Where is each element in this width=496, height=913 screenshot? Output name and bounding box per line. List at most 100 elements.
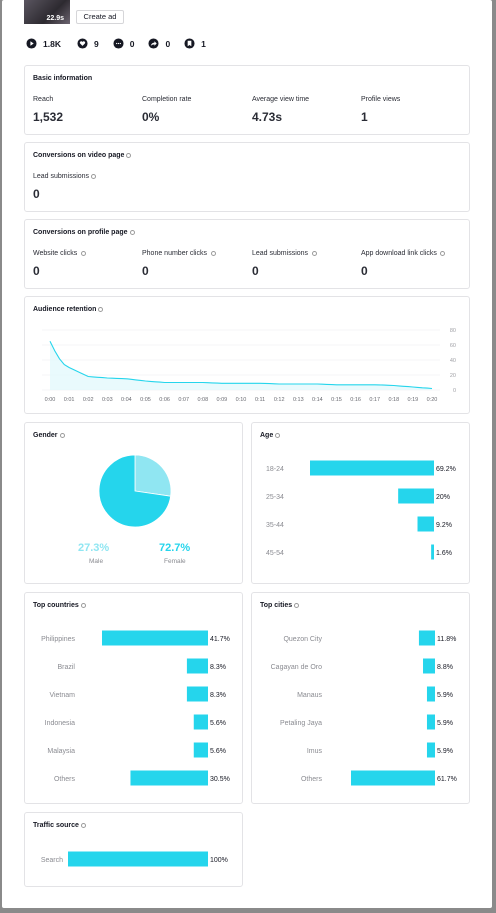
bar[interactable]	[417, 516, 434, 532]
bar-value-label: 5.9%	[437, 720, 453, 727]
bar[interactable]	[130, 770, 208, 786]
bar[interactable]	[426, 714, 435, 730]
metric-label: Lead submissions	[252, 250, 318, 257]
info-icon[interactable]	[80, 823, 86, 828]
saves-count: 1	[201, 38, 206, 49]
views-stat: 1.8K	[26, 38, 61, 49]
card-title: Top cities	[260, 602, 300, 609]
x-tick-label: 0:01	[64, 397, 75, 403]
bar[interactable]	[102, 630, 208, 646]
pie-slice-male[interactable]	[134, 454, 172, 497]
bar-value-label: 61.7%	[437, 776, 457, 783]
bar-category-label: Others	[54, 776, 76, 783]
x-tick-label: 0:03	[102, 397, 113, 403]
profile-views-metric: Profile views 1	[361, 96, 400, 124]
info-icon[interactable]	[80, 603, 86, 608]
info-icon[interactable]	[210, 251, 216, 256]
bar-value-label: 100%	[210, 857, 228, 864]
info-icon[interactable]	[59, 433, 65, 438]
average-view-time-metric: Average view time 4.73s	[252, 96, 309, 124]
male-percent: 27.3%	[78, 542, 110, 554]
info-icon[interactable]	[275, 433, 281, 438]
create-ad-button[interactable]: Create ad	[76, 10, 124, 24]
views-count: 1.8K	[43, 38, 61, 49]
y-tick-label: 40	[450, 358, 456, 364]
bar[interactable]	[186, 686, 208, 702]
bar-value-label: 5.6%	[210, 720, 226, 727]
bar-value-label: 41.7%	[210, 636, 230, 643]
info-icon[interactable]	[81, 251, 87, 256]
bar[interactable]	[68, 851, 208, 867]
x-tick-label: 0:13	[293, 397, 304, 403]
bar[interactable]	[193, 714, 208, 730]
card-title: Conversions on video page	[33, 152, 132, 159]
engagement-stats: 1.8K 9 0 0 1	[26, 38, 220, 49]
info-icon[interactable]	[312, 251, 318, 256]
metric-value: 0%	[142, 110, 160, 124]
metric-label: Reach	[33, 96, 54, 103]
female-label: Female	[164, 558, 186, 565]
audience-retention-card: Audience retention 0 20 40 60 80 0:00 0:01 0:02…	[24, 296, 470, 414]
bar-category-label: Petaling Jaya	[280, 720, 322, 727]
bar[interactable]	[423, 658, 435, 674]
age-card: Age 18-24 69.2% 25-34 20% 35-44 9.2% 45-54 1.6%	[251, 422, 470, 584]
top-countries-card: Top countries Philippines 41.7% Brazil 8.3%…	[24, 592, 243, 804]
bar-value-label: 69.2%	[436, 466, 456, 473]
likes-stat: 9	[77, 38, 99, 49]
bar-value-label: 1.6%	[436, 550, 452, 557]
metric-label: Completion rate	[142, 96, 192, 103]
bar[interactable]	[193, 742, 208, 758]
bar-category-label: Philippines	[41, 636, 75, 643]
app-download-clicks-metric: App download link clicks 0	[361, 250, 445, 278]
bar-category-label: Cagayan de Oro	[271, 664, 322, 671]
pie-slice-female[interactable]	[98, 454, 172, 528]
metric-label: App download link clicks	[361, 250, 445, 257]
bar-category-label: Brazil	[57, 664, 75, 671]
info-icon[interactable]	[439, 251, 445, 256]
bar-value-label: 8.3%	[210, 664, 226, 671]
completion-rate-metric: Completion rate 0%	[142, 96, 191, 124]
metric-value: 0	[252, 264, 259, 278]
x-tick-label: 0:08	[197, 397, 208, 403]
bar[interactable]	[186, 658, 208, 674]
bar-value-label: 5.9%	[437, 748, 453, 755]
bar[interactable]	[426, 686, 435, 702]
bar[interactable]	[418, 630, 435, 646]
profile-conversions-card: Conversions on profile page Website clic…	[24, 219, 470, 289]
bar[interactable]	[351, 770, 435, 786]
bar-category-label: 45-54	[266, 550, 284, 557]
info-icon[interactable]	[98, 307, 104, 312]
reach-metric: Reach 1,532	[33, 96, 63, 124]
info-icon[interactable]	[91, 174, 97, 179]
bar-value-label: 9.2%	[436, 522, 452, 529]
traffic-source-card: Traffic source Search 100%	[24, 812, 243, 887]
metric-label: Phone number clicks	[142, 250, 216, 257]
bar[interactable]	[310, 460, 434, 476]
bar[interactable]	[426, 742, 435, 758]
video-thumbnail[interactable]: 22.9s	[24, 0, 70, 24]
bar-value-label: 20%	[436, 494, 450, 501]
x-tick-label: 0:09	[217, 397, 228, 403]
retention-line	[49, 341, 433, 390]
bar-category-label: Vietnam	[49, 692, 75, 699]
x-tick-label: 0:17	[369, 397, 380, 403]
info-icon[interactable]	[294, 603, 300, 608]
bar[interactable]	[431, 544, 434, 560]
lead-submissions-metric: Lead submissions 0	[33, 173, 97, 201]
top-countries-chart: Philippines 41.7% Brazil 8.3% Vietnam 8.3% Ind…	[41, 630, 230, 786]
metric-label: Lead submissions	[33, 173, 97, 180]
bar-category-label: Malaysia	[47, 748, 75, 755]
info-icon[interactable]	[129, 230, 135, 235]
bar-category-label: Imus	[307, 748, 323, 755]
phone-number-clicks-metric: Phone number clicks 0	[142, 250, 216, 278]
bookmark-icon	[184, 38, 195, 49]
bar-category-label: 18-24	[266, 466, 284, 473]
x-tick-label: 0:10	[236, 397, 247, 403]
bar-category-label: Manaus	[297, 692, 322, 699]
bar[interactable]	[398, 488, 434, 504]
x-tick-label: 0:04	[121, 397, 132, 403]
info-icon[interactable]	[126, 153, 132, 158]
bar-category-label: Others	[301, 776, 323, 783]
shares-stat: 0	[148, 38, 170, 49]
